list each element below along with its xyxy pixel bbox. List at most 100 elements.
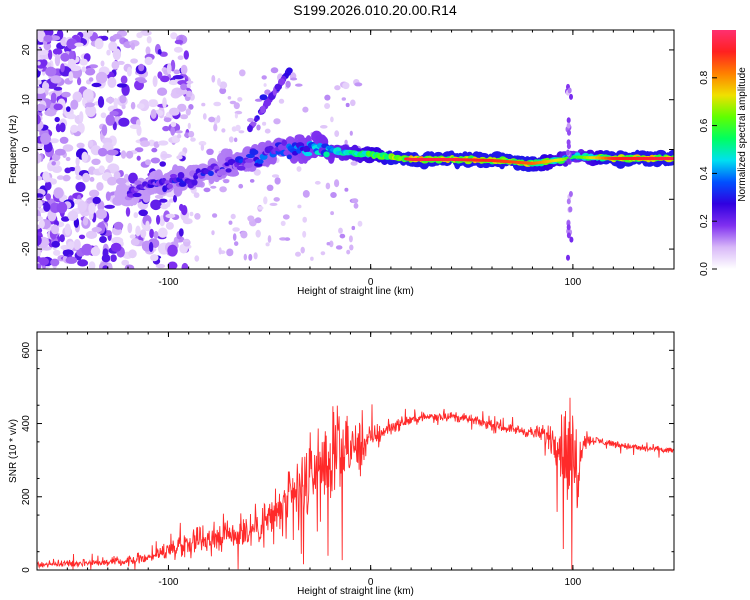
noise-speckle	[49, 138, 59, 144]
noise-speckle	[188, 130, 195, 138]
noise-speckle	[212, 213, 218, 218]
noise-speckle	[60, 52, 70, 62]
noise-speckle	[40, 132, 51, 145]
snr-x-label: Height of straight line (km)	[297, 586, 414, 597]
noise-speckle	[85, 105, 97, 117]
colorbar-tick-label: 0.6	[699, 118, 710, 132]
noise-speckle	[162, 125, 170, 132]
spectrogram-y-tick-label: 10	[21, 94, 32, 106]
noise-speckle	[148, 241, 154, 253]
noise-speckle	[345, 102, 350, 108]
ridge-halo	[208, 175, 215, 185]
noise-speckle	[168, 198, 175, 203]
noise-speckle	[88, 189, 100, 198]
noise-speckle	[67, 210, 79, 221]
noise-speckle	[84, 67, 96, 76]
noise-speckle	[133, 212, 139, 219]
noise-speckle	[92, 196, 101, 204]
noise-speckle	[159, 51, 168, 57]
noise-speckle	[140, 140, 151, 147]
noise-speckle	[101, 124, 108, 136]
noise-speckle	[81, 31, 93, 38]
noise-speckle	[325, 182, 331, 190]
snr-ticks: -100 0 100 0 200 400 600	[21, 332, 675, 588]
noise-speckle	[130, 42, 135, 50]
diagonal-feature	[274, 83, 282, 91]
noise-speckle	[53, 86, 63, 91]
vertical-streak	[566, 158, 571, 165]
noise-speckle	[217, 77, 221, 86]
noise-speckle	[154, 194, 164, 199]
ridge-core	[244, 161, 253, 169]
noise-speckle	[59, 122, 66, 133]
noise-speckle	[138, 79, 148, 84]
noise-speckle	[176, 133, 182, 139]
noise-speckle	[167, 261, 178, 269]
noise-speckle	[45, 193, 51, 201]
noise-speckle	[339, 233, 346, 239]
noise-speckle	[81, 66, 87, 73]
noise-speckle	[297, 204, 302, 209]
noise-speckle	[302, 216, 308, 223]
noise-speckle	[157, 71, 163, 79]
noise-speckle	[77, 122, 85, 134]
noise-speckle	[177, 80, 189, 86]
noise-speckle	[128, 172, 138, 184]
noise-speckle	[77, 77, 82, 86]
noise-speckle	[150, 254, 159, 262]
noise-speckle	[101, 254, 111, 263]
diagonal-feature	[254, 117, 258, 123]
noise-speckle	[107, 76, 117, 88]
noise-speckle	[266, 184, 274, 191]
noise-speckle	[121, 259, 130, 266]
noise-speckle	[274, 177, 281, 185]
noise-speckle	[129, 124, 141, 130]
vertical-streak	[566, 139, 571, 146]
ridge-core	[256, 159, 264, 165]
noise-speckle	[238, 183, 244, 189]
ridge-halo	[115, 177, 127, 185]
noise-speckle	[334, 130, 340, 138]
noise-speckle	[104, 204, 115, 209]
noise-speckle	[88, 64, 99, 69]
colorbar-ticks: 0.0 0.2 0.4 0.6 0.8	[699, 70, 717, 276]
noise-speckle	[136, 103, 145, 109]
colorbar-scale	[712, 30, 736, 269]
noise-speckle	[165, 222, 174, 230]
noise-speckle	[105, 114, 115, 126]
noise-speckle	[226, 248, 234, 257]
noise-speckle	[44, 109, 57, 117]
noise-speckle	[173, 46, 183, 53]
noise-speckle	[126, 66, 132, 77]
noise-speckle	[130, 58, 139, 64]
noise-speckle	[330, 116, 334, 123]
noise-speckle	[116, 83, 127, 88]
noise-speckle	[88, 261, 96, 269]
noise-speckle	[247, 117, 255, 123]
noise-speckle	[52, 48, 63, 55]
noise-speckle	[170, 32, 178, 40]
noise-speckle	[232, 233, 237, 241]
noise-speckle	[150, 157, 161, 164]
noise-speckle	[53, 187, 64, 199]
noise-speckle	[50, 92, 57, 104]
snr-frame	[36, 331, 675, 571]
noise-speckle	[88, 140, 94, 147]
noise-speckle	[97, 96, 105, 108]
noise-speckle	[219, 186, 227, 193]
noise-speckle	[302, 106, 309, 113]
noise-speckle	[194, 213, 201, 220]
spectrogram-y-tick-label: -10	[21, 192, 32, 207]
noise-speckle	[211, 75, 216, 83]
noise-speckle	[200, 144, 205, 151]
noise-speckle	[75, 181, 86, 193]
noise-speckle	[335, 245, 343, 250]
noise-speckle	[65, 256, 78, 264]
noise-speckle	[167, 244, 178, 257]
noise-speckle	[37, 30, 46, 43]
noise-speckle	[208, 116, 216, 123]
noise-speckle	[75, 175, 83, 180]
ridge-core	[177, 172, 185, 179]
snr-y-tick-label: 200	[21, 488, 32, 505]
